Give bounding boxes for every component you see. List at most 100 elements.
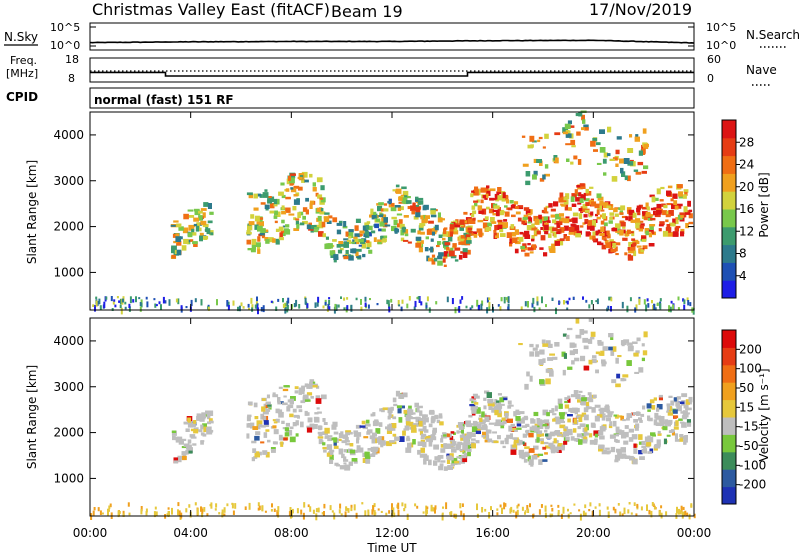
echo-cell [559,420,565,424]
echo-cell [563,353,567,359]
echo-cell [465,420,471,426]
echo-cell [431,254,436,258]
echo-cell [537,139,541,143]
echo-cell [539,160,543,166]
echo-cell [404,233,409,237]
echo-cell [633,352,639,357]
echo-cell [260,228,266,233]
echo-cell [286,178,291,185]
echo-cell [457,422,463,428]
clutter-cell [507,306,510,310]
echo-cell [645,202,649,208]
echo-cell [585,191,592,196]
echo-cell [443,227,448,230]
echo-cell [176,240,182,246]
clutter-cell [321,512,324,515]
echo-cell [588,318,593,322]
echo-cell [497,393,502,396]
echo-cell [548,246,554,249]
echo-cell [684,435,688,440]
echo-cell [605,447,610,450]
clutter-cell [291,304,293,309]
echo-cell [403,215,409,218]
echo-cell [606,205,611,209]
echo-cell [313,416,319,422]
clutter-cell [638,298,641,305]
echo-cell [545,378,551,385]
echo-cell [475,430,481,434]
echo-cell [398,196,403,201]
clutter-cell [140,509,143,515]
echo-cell [280,230,285,233]
echo-cell [567,430,573,436]
echo-cell [421,414,427,419]
echo-cell [513,441,517,446]
echo-cell [449,436,454,440]
echo-cell [602,158,607,164]
echo-cell [273,441,278,445]
echo-cell [526,371,530,377]
clutter-cell [323,503,326,509]
echo-cell [633,239,639,243]
echo-cell [633,241,640,245]
echo-cell [623,454,627,457]
clutter-cell [345,507,348,511]
echo-cell [443,444,449,449]
echo-cell [522,216,528,220]
echo-cell [469,398,474,402]
echo-cell [631,238,636,241]
echo-cell [256,245,261,251]
echo-cell [491,407,496,413]
echo-cell [349,443,354,447]
echo-cell [254,453,260,458]
echo-cell [465,435,472,439]
clutter-cell [355,297,358,301]
clutter-cell [346,297,349,300]
clutter-cell [350,504,353,508]
echo-cell [571,203,577,207]
clutter-cell [434,505,437,510]
echo-cell [601,415,606,421]
clutter-cell [660,505,663,509]
clutter-cell [109,503,112,508]
echo-cell [170,224,176,227]
echo-cell [338,448,344,455]
echo-cell [571,145,576,148]
clutter-cell [116,296,119,299]
echo-cell [471,400,476,404]
clutter-cell [108,505,111,510]
echo-cell [680,435,686,440]
echo-cell [389,440,395,443]
echo-cell [639,419,643,423]
velocity-colorbar-band [722,364,736,383]
echo-cell [542,174,546,180]
echo-cell [488,406,493,410]
echo-cell [523,214,529,218]
clutter-cell [117,510,120,518]
echo-cell [611,176,618,182]
echo-cell [542,358,546,363]
echo-cell [673,397,677,402]
echo-cell [619,455,624,459]
echo-cell [396,213,403,216]
echo-cell [662,210,668,216]
echo-cell [428,441,433,447]
echo-cell [617,355,622,358]
echo-cell [546,412,550,417]
nsky-label: N.Sky [4,30,38,44]
echo-cell [253,402,258,408]
echo-cell [538,136,543,140]
echo-cell [544,452,548,455]
echo-cell [450,463,455,467]
echo-cell [611,227,618,232]
clutter-cell [158,301,161,305]
echo-cell [420,437,425,440]
clutter-cell [450,511,453,517]
echo-cell [685,412,689,418]
echo-cell [257,249,261,254]
echo-cell [628,216,633,222]
echo-cell [266,394,270,399]
clutter-cell [232,510,235,515]
echo-cell [200,440,204,445]
echo-cell [372,446,379,451]
